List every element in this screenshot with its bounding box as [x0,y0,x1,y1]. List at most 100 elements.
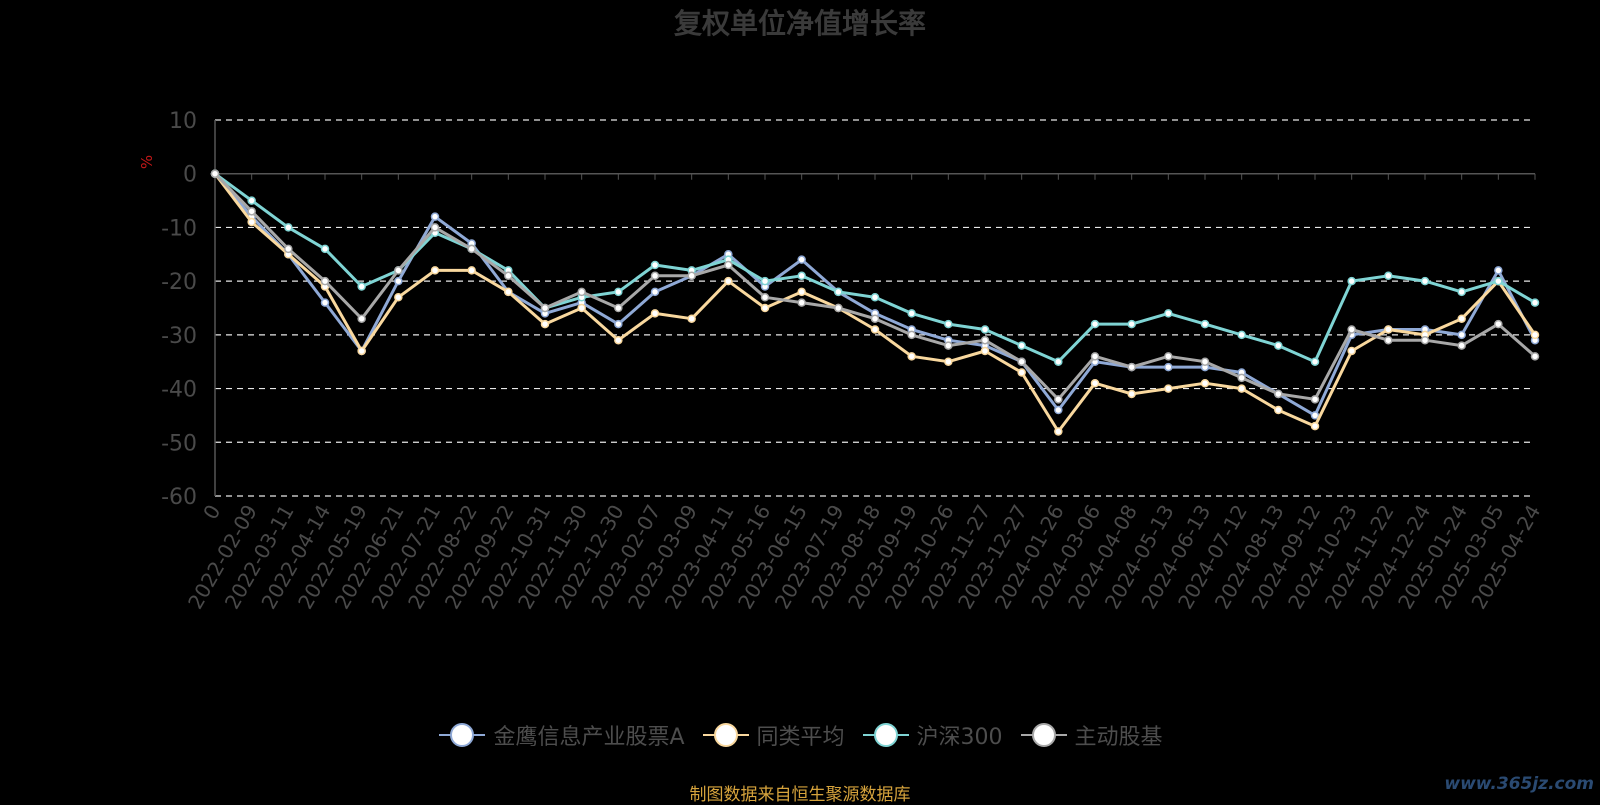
data-point [1420,335,1430,345]
data-point [357,282,366,291]
data-point [1200,378,1210,388]
legend-item[interactable]: 沪深300 [861,719,1003,751]
data-point [1347,346,1356,356]
data-point [1164,362,1173,372]
data-point [980,346,990,356]
legend-label: 同类平均 [756,725,845,750]
data-point [1530,330,1540,340]
legend-marker-icon [702,723,749,747]
data-point [1054,405,1063,415]
data-point [394,266,403,275]
data-point [1384,325,1393,334]
legend-label: 沪深300 [916,725,1003,750]
legend-label: 主动股基 [1074,725,1163,750]
y-tick-label: 10 [169,109,197,134]
y-tick-label: -50 [161,431,197,456]
data-point [1274,405,1283,415]
y-tick-label: -60 [161,485,197,510]
data-point [1090,319,1100,329]
data-point [1054,395,1063,404]
data-point [650,287,660,297]
y-tick-label: -10 [161,216,197,241]
data-point [357,314,366,323]
data-point [1200,319,1210,329]
data-point [1457,314,1466,323]
data-point [1017,357,1026,366]
data-point [797,287,806,297]
data-point [467,244,476,254]
data-point [504,271,513,281]
legend-marker-icon [862,723,909,747]
data-point [1274,389,1283,399]
data-point [614,287,623,297]
data-point [1127,362,1136,372]
data-point [760,276,770,286]
data-point [687,271,696,281]
data-point [834,303,843,313]
data-point [760,293,770,302]
data-point [1310,395,1320,404]
data-point [944,357,953,366]
legend-marker-icon [439,723,486,747]
data-point [980,325,990,334]
data-point [1457,341,1466,350]
series-2 [210,169,1540,436]
data-point [650,309,660,318]
data-point [1457,287,1466,297]
y-tick-label: -40 [161,378,197,403]
y-tick-label: -30 [161,324,197,349]
data-point [1237,384,1246,393]
data-point [430,223,440,232]
data-point [1494,319,1503,329]
data-point [797,271,806,281]
y-tick-label: -20 [161,270,197,295]
data-point [1164,352,1173,361]
data-point [1384,335,1393,345]
data-point [284,223,293,232]
series-4 [210,169,1540,404]
series-3 [210,169,1540,366]
legend-item[interactable]: 金鹰信息产业股票A [437,719,685,751]
chart-title: 复权单位净值增长率 [674,7,926,40]
legend-item[interactable]: 主动股基 [1019,719,1163,751]
data-point [247,196,256,205]
data-point [357,346,366,356]
data-point [614,319,623,329]
data-point [1347,325,1356,334]
data-point [394,276,403,286]
data-point [724,260,733,270]
data-point [210,169,220,178]
data-point [1054,427,1063,436]
data-point [650,260,660,270]
data-point [1164,384,1173,393]
data-point [320,298,330,307]
data-point [394,293,403,302]
data-point [870,325,880,334]
data-point [1090,378,1100,388]
data-point [1164,309,1173,318]
data-point [650,271,660,281]
series-line [213,172,1537,433]
legend-item[interactable]: 同类平均 [701,719,845,751]
data-point [430,266,440,275]
data-point [1310,421,1320,431]
data-point [797,255,806,264]
y-tick-label: 0 [183,163,197,188]
data-point [320,276,330,286]
data-point [1530,298,1540,307]
data-point [247,207,256,216]
data-point [1017,341,1026,350]
data-point [834,287,843,297]
data-point [907,352,916,361]
data-point [1530,352,1540,361]
data-point [1017,368,1026,377]
data-point [1237,373,1246,383]
data-point [577,303,586,313]
data-point [1090,352,1100,361]
data-point [1310,357,1320,366]
data-point [944,319,953,329]
data-point [980,335,990,345]
data-point [1127,389,1136,399]
data-point [577,287,586,297]
data-point [504,287,513,297]
